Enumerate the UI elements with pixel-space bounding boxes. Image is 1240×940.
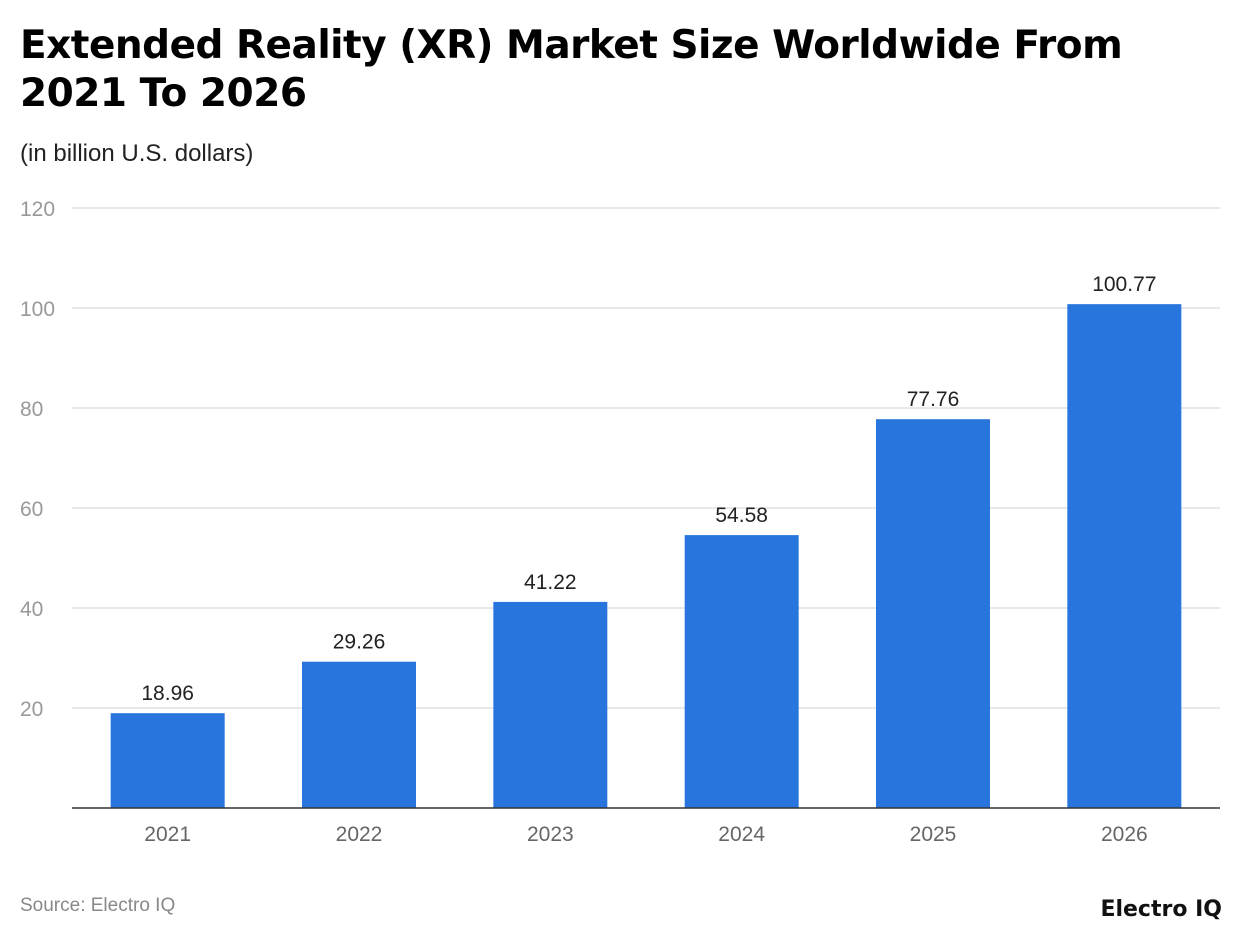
chart-subtitle: (in billion U.S. dollars) bbox=[20, 140, 254, 167]
x-tick-label: 2026 bbox=[1101, 823, 1148, 846]
x-tick-label: 2023 bbox=[527, 823, 574, 846]
bar bbox=[302, 661, 416, 808]
data-label: 100.77 bbox=[1092, 273, 1156, 296]
data-label: 18.96 bbox=[141, 682, 194, 705]
y-tick-label: 100 bbox=[20, 298, 55, 321]
data-label: 77.76 bbox=[907, 388, 960, 411]
y-tick-label: 40 bbox=[20, 598, 43, 621]
y-tick-label: 120 bbox=[20, 198, 55, 221]
chart-title: Extended Reality (XR) Market Size Worldw… bbox=[20, 23, 1123, 116]
x-tick-label: 2024 bbox=[718, 823, 765, 846]
y-tick-label: 80 bbox=[20, 398, 43, 421]
bar bbox=[1067, 304, 1182, 808]
source-note: Source: Electro IQ bbox=[20, 895, 176, 916]
x-tick-label: 2025 bbox=[910, 823, 957, 846]
x-tick-label: 2022 bbox=[336, 823, 383, 846]
electro-iq-logo: Electro IQ bbox=[1100, 897, 1222, 922]
bar bbox=[493, 601, 608, 808]
x-tick-label: 2021 bbox=[144, 823, 191, 846]
bar bbox=[876, 419, 990, 808]
data-label: 41.22 bbox=[524, 571, 577, 594]
bar bbox=[684, 535, 799, 808]
y-tick-label: 60 bbox=[20, 498, 43, 521]
data-label: 54.58 bbox=[715, 504, 768, 527]
data-label: 29.26 bbox=[333, 631, 386, 654]
bar bbox=[110, 713, 225, 808]
y-tick-label: 20 bbox=[20, 698, 43, 721]
